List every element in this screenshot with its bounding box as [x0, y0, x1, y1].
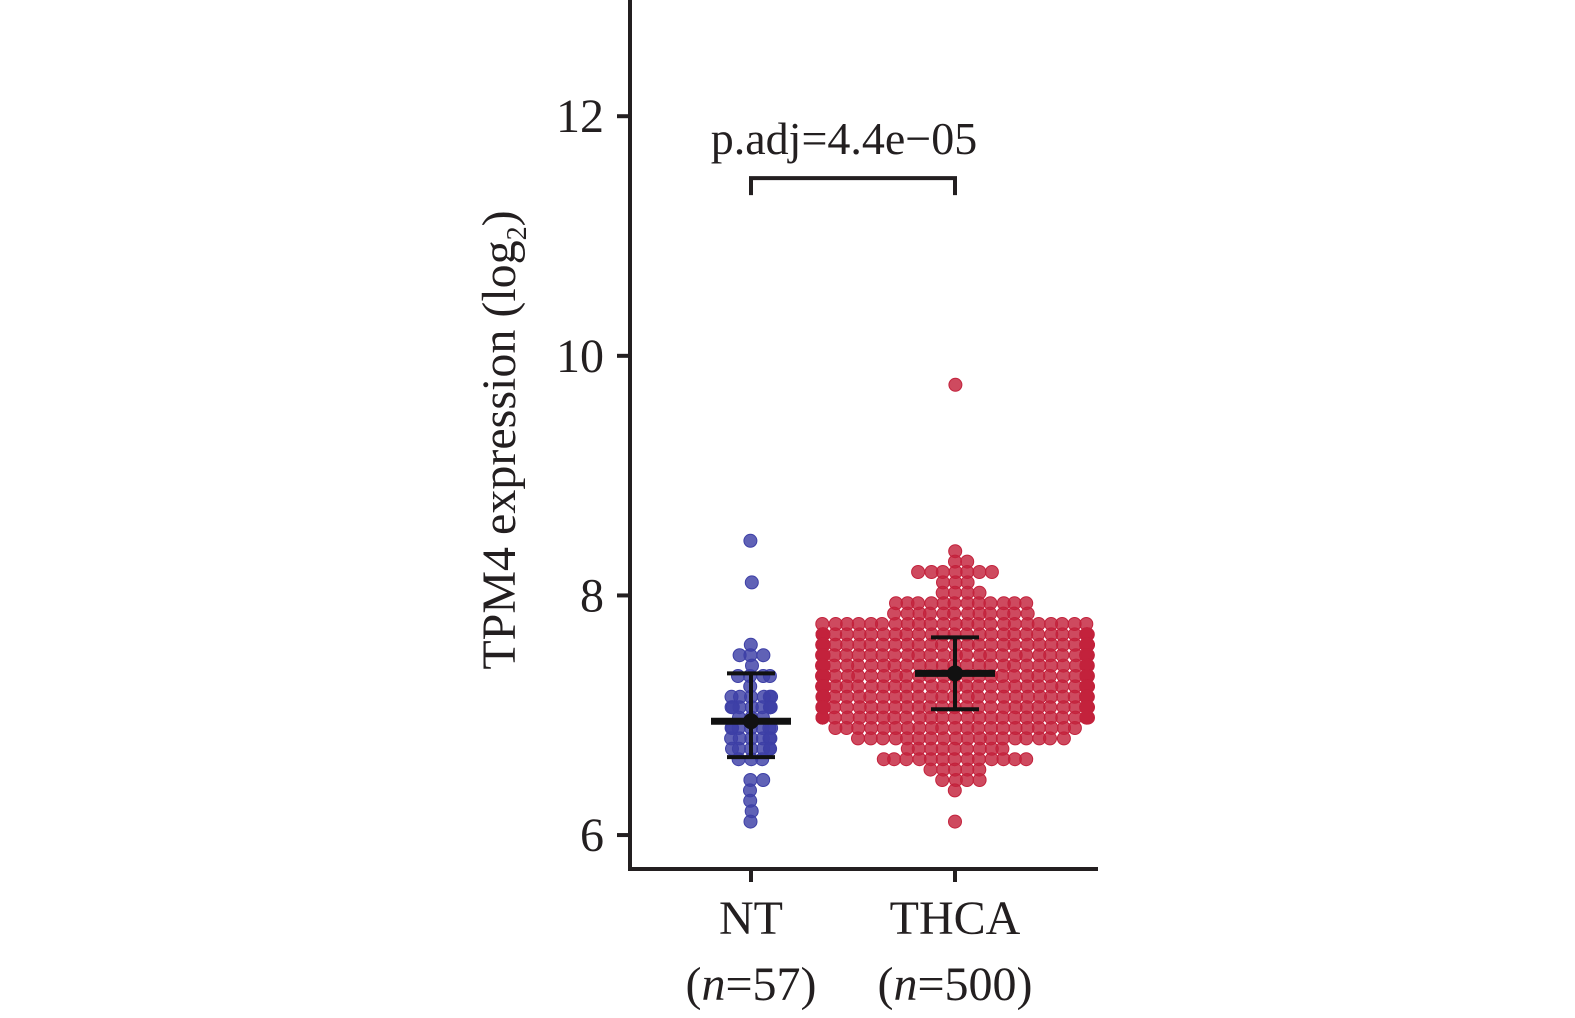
mean-point	[743, 713, 759, 730]
points-layer	[724, 377, 1095, 829]
data-point-nt	[755, 752, 770, 767]
y-axis-label: TPM4 expression (log2)	[473, 210, 533, 669]
data-point-thca	[815, 710, 830, 725]
data-point-thca	[935, 773, 950, 787]
significance-bracket: p.adj=4.4e−05	[711, 113, 978, 196]
y-axis-label-main: TPM4 expression (log	[473, 240, 526, 669]
data-point-thca	[972, 773, 987, 787]
x-tick-label-thca: THCA	[890, 892, 1021, 945]
data-point-nt	[756, 648, 771, 663]
data-point-thca	[923, 762, 938, 777]
data-point-nt	[731, 752, 746, 767]
data-point-thca	[828, 721, 843, 735]
data-point-thca	[972, 565, 987, 579]
sample-size-label-nt: (n=57)	[685, 958, 816, 1011]
data-point-thca	[948, 814, 962, 829]
data-point-thca	[1067, 721, 1082, 735]
bracket-line	[749, 176, 957, 196]
data-point-nt	[756, 773, 771, 787]
data-point-nt	[732, 648, 747, 663]
data-point-thca	[888, 731, 903, 746]
data-point-thca	[912, 752, 927, 767]
y-ticks: 6 8 10 12	[556, 90, 630, 862]
data-point-thca	[984, 565, 999, 579]
y-tick-label: 8	[580, 569, 604, 622]
data-point-nt	[743, 533, 758, 548]
y-axis-label-close: )	[473, 210, 526, 226]
y-axis-label-subscript: 2	[502, 226, 533, 240]
x-tick-label-nt: NT	[719, 892, 783, 945]
data-point-thca	[876, 752, 891, 767]
data-point-thca	[924, 565, 939, 579]
data-point-thca	[875, 731, 890, 746]
data-point-thca	[1019, 752, 1034, 767]
data-point-thca	[851, 731, 865, 746]
data-point-thca	[947, 783, 962, 798]
data-point-thca	[1019, 731, 1034, 746]
data-point-nt	[763, 700, 778, 715]
p-adj-annotation: p.adj=4.4e−05	[711, 113, 978, 164]
data-point-thca	[899, 752, 914, 767]
data-point-thca	[911, 565, 926, 579]
errorbar-layer	[711, 635, 995, 760]
data-point-thca	[1079, 710, 1094, 725]
data-point-thca	[948, 377, 963, 392]
data-point-thca	[863, 731, 878, 746]
data-point-nt	[743, 814, 758, 829]
data-point-thca	[1056, 731, 1071, 746]
mean-point	[947, 665, 963, 682]
data-point-thca	[984, 752, 999, 767]
sample-size-label-thca: (n=500)	[877, 958, 1032, 1011]
error-bar-nt	[711, 671, 791, 760]
x-ticks: NT (n=57) THCA (n=500)	[685, 869, 1033, 1011]
y-tick-label: 10	[556, 330, 604, 383]
data-point-thca	[960, 773, 974, 787]
data-point-nt	[725, 700, 740, 715]
data-point-nt	[744, 575, 759, 590]
y-tick-label: 12	[556, 90, 604, 143]
error-bar-thca	[915, 635, 995, 712]
data-point-thca	[1043, 731, 1057, 746]
y-tick-label: 6	[580, 809, 604, 862]
